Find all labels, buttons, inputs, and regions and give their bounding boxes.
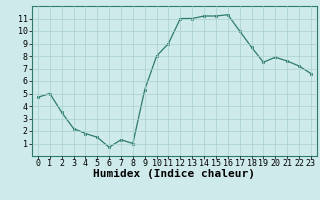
X-axis label: Humidex (Indice chaleur): Humidex (Indice chaleur) — [93, 169, 255, 179]
